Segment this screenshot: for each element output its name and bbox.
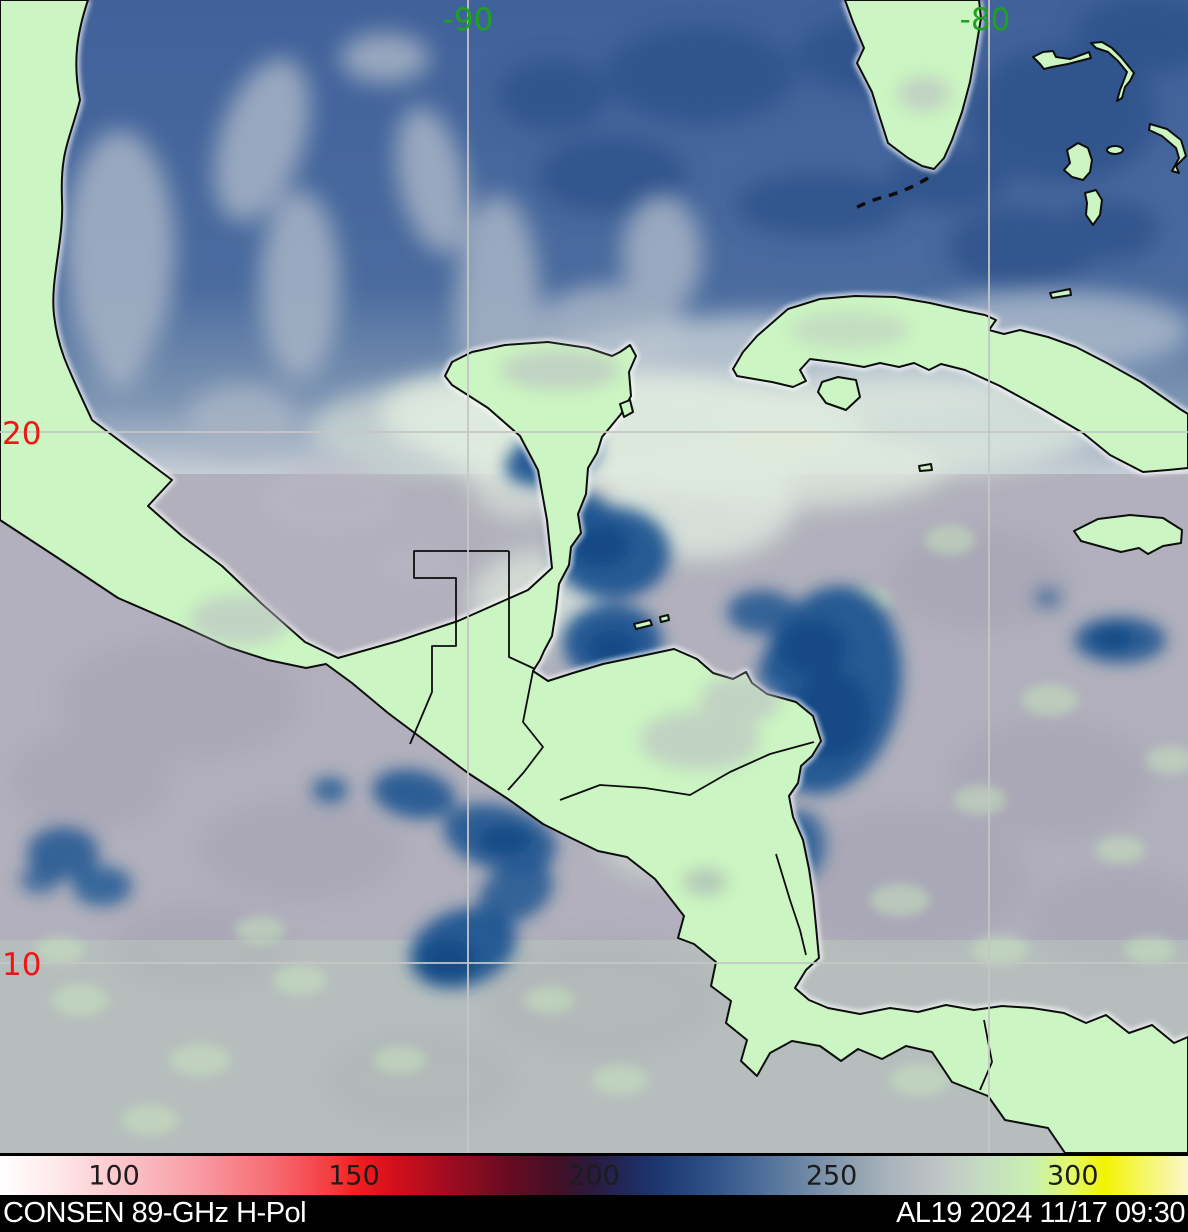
pacific-lavender-patches [10, 530, 1188, 1130]
ocean-dark-patches [498, 0, 1188, 288]
colorbar-tick: 150 [328, 1160, 380, 1191]
land-guanaja [659, 614, 670, 623]
lat-label-20: 20 [2, 416, 41, 452]
border-mexico-guatemala [409, 550, 509, 745]
colorbar-gradient: 100 150 200 250 300 [0, 1153, 1188, 1195]
colorbar-tick: 200 [568, 1160, 620, 1191]
land-cloud-patches [190, 76, 950, 896]
border-belize-guatemala [508, 551, 536, 670]
land-grand-bahama [1032, 50, 1092, 70]
land-andros-south [1084, 189, 1103, 226]
lon-label-90: -90 [443, 2, 494, 38]
border-costarica-panama [979, 1019, 993, 1091]
colorbar-tick: 300 [1046, 1160, 1099, 1191]
border-nicaragua-costarica [775, 853, 807, 956]
land-mexico-central-america [0, 0, 1188, 1153]
land-eleuthera [1148, 123, 1187, 174]
land-berry-island [1106, 145, 1124, 155]
footer-bar: CONSEN 89-GHz H-Pol AL19 2024 11/17 09:3… [0, 1195, 1188, 1232]
graticule [0, 0, 1188, 1153]
country-borders [409, 550, 993, 1091]
land-abaco [1090, 41, 1135, 102]
land-grand-cayman [918, 463, 933, 472]
florida-keys [851, 176, 929, 212]
product-label: CONSEN 89-GHz H-Pol [3, 1197, 307, 1229]
lat-label-10: 10 [2, 947, 41, 983]
land-isla-juventud [817, 376, 861, 411]
border-guatemala-honduras-elsalvador [507, 670, 544, 791]
map-canvas: -90 -80 20 10 [0, 0, 1188, 1153]
border-honduras-nicaragua [559, 741, 815, 801]
map: -90 -80 20 10 [0, 0, 1188, 1153]
land-andros [1063, 142, 1093, 181]
land-roatan [633, 619, 653, 630]
land-cay-sal [1049, 288, 1072, 299]
land-cozumel [619, 399, 634, 418]
land-jamaica [1073, 514, 1183, 555]
colorbar-tick: 250 [805, 1160, 858, 1191]
colorbar-tick: 100 [88, 1160, 140, 1191]
lon-label-80: -80 [960, 2, 1011, 38]
storm-datetime-label: AL19 2024 11/17 09:30 [896, 1197, 1185, 1229]
